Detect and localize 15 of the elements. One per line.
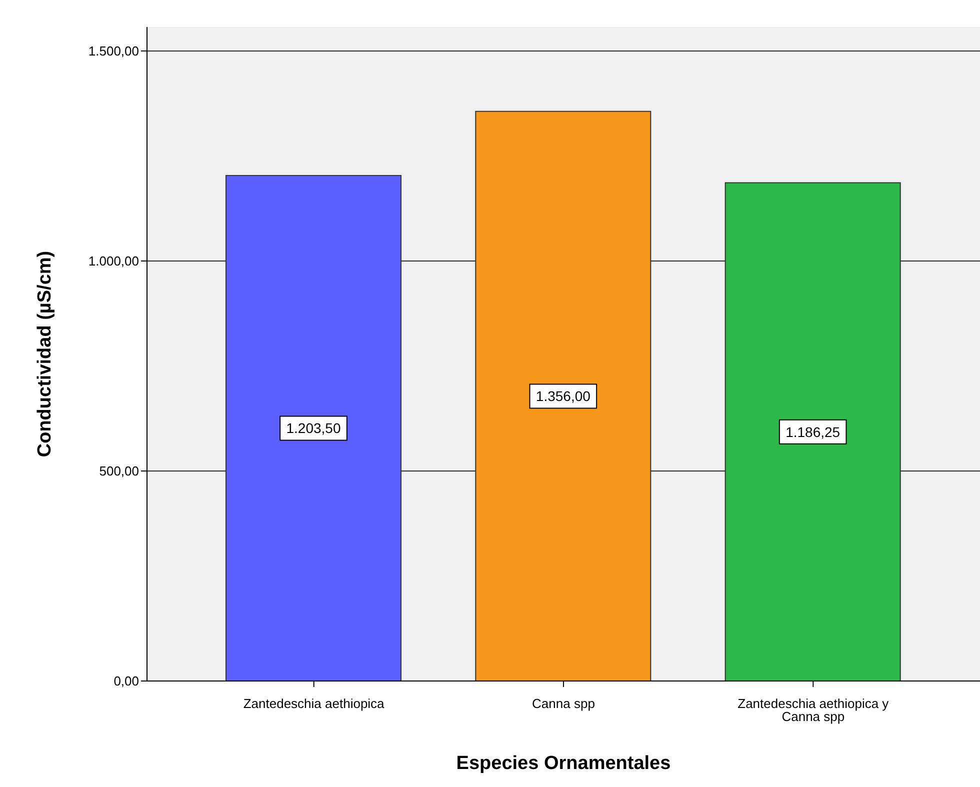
y-tick-label: 1.000,00 [88,254,139,269]
data-label: 1.186,25 [786,424,840,440]
data-label: 1.356,00 [536,388,591,404]
bar [475,110,652,681]
x-tick-label: Zantedeschia aethiopica y Canna spp [738,696,890,724]
x-tick-label: Zantedeschia aethiopica [243,696,386,712]
y-tick-label: 500,00 [99,464,139,479]
data-label: 1.203,50 [286,420,341,436]
x-tick-label: Canna spp [532,696,595,712]
y-axis-title: Conductividad (µS/cm) [34,250,56,458]
y-tick-label: 0,00 [114,674,139,689]
x-axis-title: Especies Ornamentales [456,753,671,774]
bar [226,174,402,681]
bar [724,182,901,681]
y-tick-label: 1.500,00 [88,44,139,59]
